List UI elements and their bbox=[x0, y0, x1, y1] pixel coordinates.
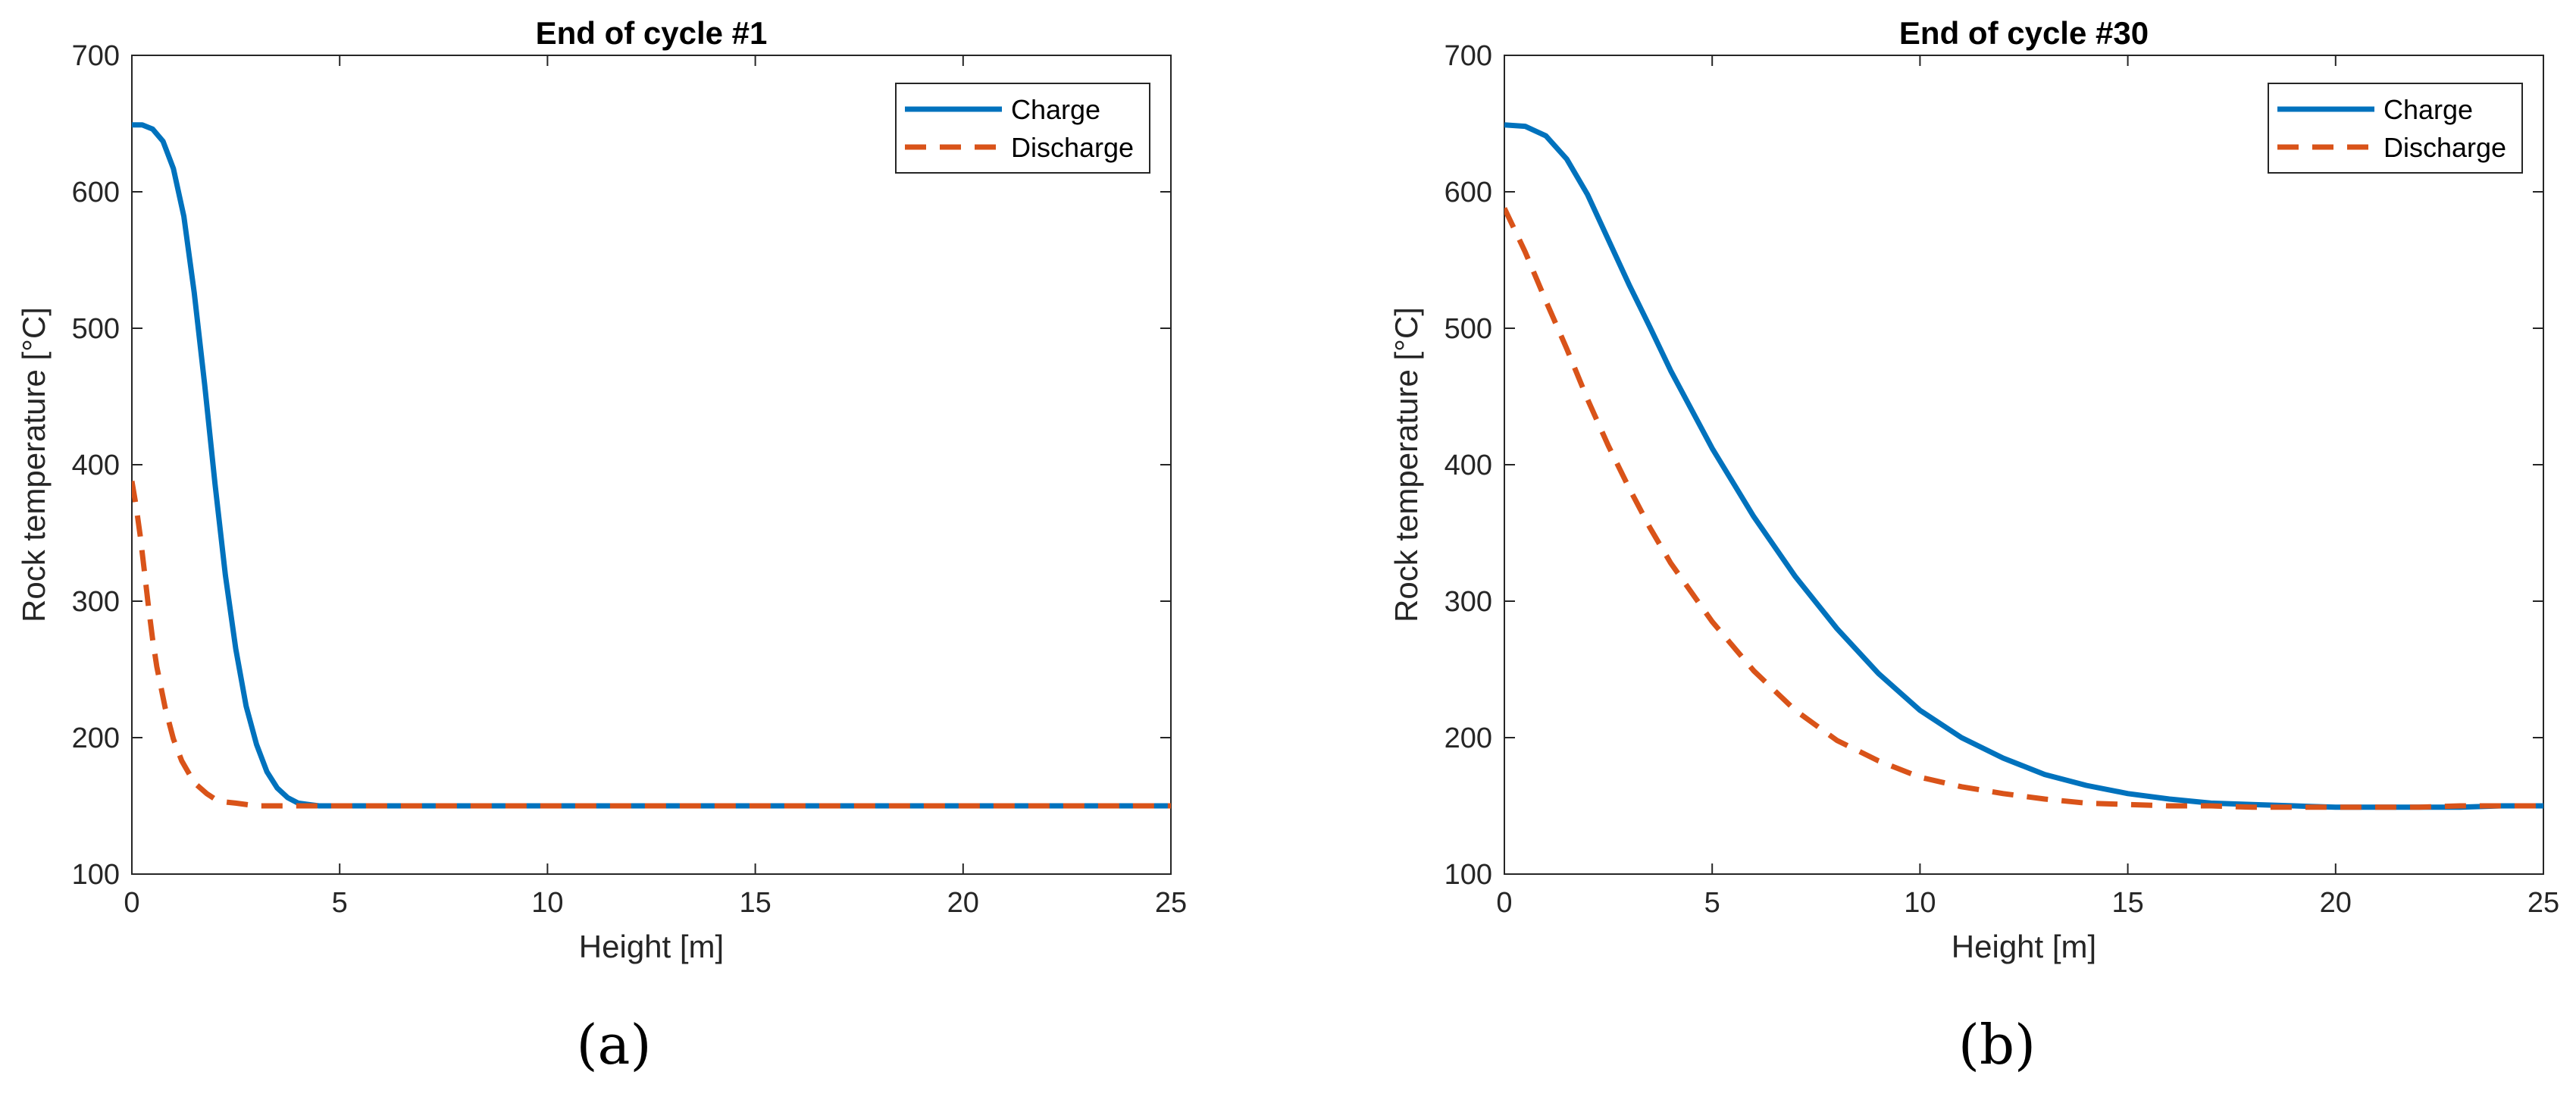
legend-label-charge: Charge bbox=[2384, 94, 2473, 125]
x-tick-label: 0 bbox=[1496, 887, 1512, 919]
legend-label-discharge: Discharge bbox=[1011, 132, 1134, 163]
series-line-discharge bbox=[1504, 207, 2543, 810]
x-axis-label: Height [m] bbox=[579, 929, 724, 964]
plot-area-frame bbox=[131, 55, 1172, 875]
plot-area-frame bbox=[1504, 55, 2544, 875]
panel-label: (b) bbox=[1958, 1013, 2036, 1076]
y-tick-label: 400 bbox=[72, 450, 120, 481]
x-tick-label: 20 bbox=[2320, 887, 2352, 919]
y-tick-label: 100 bbox=[1445, 859, 1492, 891]
x-tick-label: 25 bbox=[2527, 887, 2559, 919]
x-axis-label: Height [m] bbox=[1952, 929, 2096, 964]
y-tick-label: 600 bbox=[72, 177, 120, 208]
legend: Charge Discharge bbox=[2268, 83, 2523, 174]
y-axis-label: Rock temperature [°C] bbox=[1388, 307, 1424, 622]
x-tick-label: 10 bbox=[531, 887, 563, 919]
x-tick-label: 5 bbox=[332, 887, 348, 919]
chart-title: End of cycle #30 bbox=[1899, 15, 2149, 51]
y-tick-label: 300 bbox=[1445, 586, 1492, 618]
x-tick-label: 10 bbox=[1904, 887, 1936, 919]
x-tick-label: 20 bbox=[947, 887, 979, 919]
y-axis-label: Rock temperature [°C] bbox=[16, 307, 52, 622]
x-tick-label: 15 bbox=[739, 887, 771, 919]
legend-box bbox=[895, 83, 1150, 174]
legend-label-charge: Charge bbox=[1011, 94, 1100, 125]
x-tick-label: 15 bbox=[2111, 887, 2143, 919]
y-tick-label: 600 bbox=[1445, 177, 1492, 208]
series-line-discharge bbox=[132, 481, 1171, 809]
y-tick-label: 100 bbox=[72, 859, 120, 891]
y-tick-label: 500 bbox=[72, 313, 120, 345]
y-tick-label: 200 bbox=[72, 722, 120, 754]
y-tick-label: 300 bbox=[72, 586, 120, 618]
y-tick-label: 500 bbox=[1445, 313, 1492, 345]
legend: Charge Discharge bbox=[895, 83, 1150, 174]
y-tick-label: 400 bbox=[1445, 450, 1492, 481]
legend-label-discharge: Discharge bbox=[2384, 132, 2506, 163]
chart-title: End of cycle #1 bbox=[536, 15, 768, 51]
chart-panel-1: 0 5 10 15 20 25 100 200 300 400 500 600 700 End of cy… bbox=[16, 15, 1187, 1076]
y-tick-label: 200 bbox=[1445, 722, 1492, 754]
legend-box bbox=[2268, 83, 2523, 174]
y-tick-label: 700 bbox=[1445, 40, 1492, 72]
x-tick-label: 0 bbox=[124, 887, 139, 919]
y-tick-label: 700 bbox=[72, 40, 120, 72]
panel-label: (a) bbox=[576, 1013, 651, 1076]
x-tick-label: 5 bbox=[1704, 887, 1720, 919]
x-tick-label: 25 bbox=[1155, 887, 1187, 919]
chart-panel-2: 0 5 10 15 20 25 100 200 300 400 500 600 700 End of cy… bbox=[1388, 15, 2559, 1076]
